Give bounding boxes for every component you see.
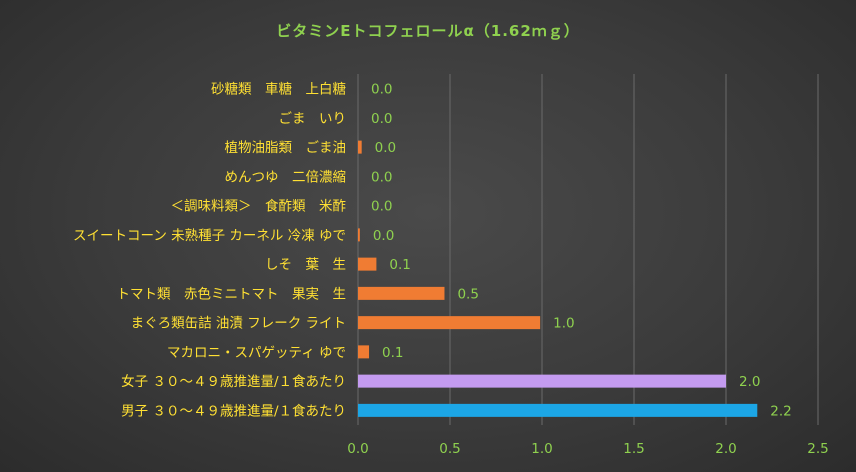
data-label: 0.5 <box>457 286 478 302</box>
x-tick-label: 0.0 <box>347 441 368 457</box>
category-label: 砂糖類 車糖 上白糖 <box>211 82 346 98</box>
category-label: めんつゆ 二倍濃縮 <box>225 169 347 185</box>
category-label: ごま いり <box>279 111 347 127</box>
category-label: しそ 葉 生 <box>265 257 346 273</box>
data-label: 0.0 <box>375 140 396 156</box>
chart-title: ビタミンEトコフェロールα（1.62ｍｇ） <box>276 22 580 40</box>
data-label: 2.0 <box>739 374 760 390</box>
category-label: ＜調味料類＞ 食酢類 米酢 <box>171 198 347 215</box>
category-label: まぐろ類缶詰 油漬 フレーク ライト <box>131 316 346 332</box>
category-label: スイートコーン 未熟種子 カーネル 冷凍 ゆで <box>73 228 346 244</box>
data-label: 0.0 <box>373 228 394 244</box>
category-label: 女子 ３０～４９歳推進量/１食あたり <box>121 373 346 390</box>
bar <box>358 257 377 271</box>
data-label: 0.0 <box>371 199 392 215</box>
data-label: 0.0 <box>371 169 392 185</box>
bar <box>358 316 541 330</box>
x-tick-label: 1.0 <box>531 441 552 457</box>
data-label: 0.1 <box>382 345 403 361</box>
bar <box>358 374 726 388</box>
bar <box>358 286 445 300</box>
bar <box>358 403 758 417</box>
data-label: 0.0 <box>371 82 392 98</box>
data-label: 0.0 <box>371 111 392 127</box>
x-tick-label: 2.5 <box>807 441 828 457</box>
data-label: 0.1 <box>389 257 410 273</box>
bar <box>358 140 362 154</box>
x-tick-label: 1.5 <box>623 441 644 457</box>
x-tick-label: 2.0 <box>715 441 736 457</box>
x-tick-label: 0.5 <box>439 441 460 457</box>
category-label: トマト類 赤色ミニトマト 果実 生 <box>117 285 347 302</box>
data-label: 1.0 <box>553 316 574 332</box>
bar <box>358 228 360 242</box>
data-label: 2.2 <box>770 403 791 419</box>
category-label: マカロニ・スパゲッティ ゆで <box>167 345 346 361</box>
category-label: 植物油脂類 ごま油 <box>225 140 347 156</box>
category-label: 男子 ３０～４９歳推進量/１食あたり <box>121 402 346 419</box>
bar <box>358 345 370 359</box>
